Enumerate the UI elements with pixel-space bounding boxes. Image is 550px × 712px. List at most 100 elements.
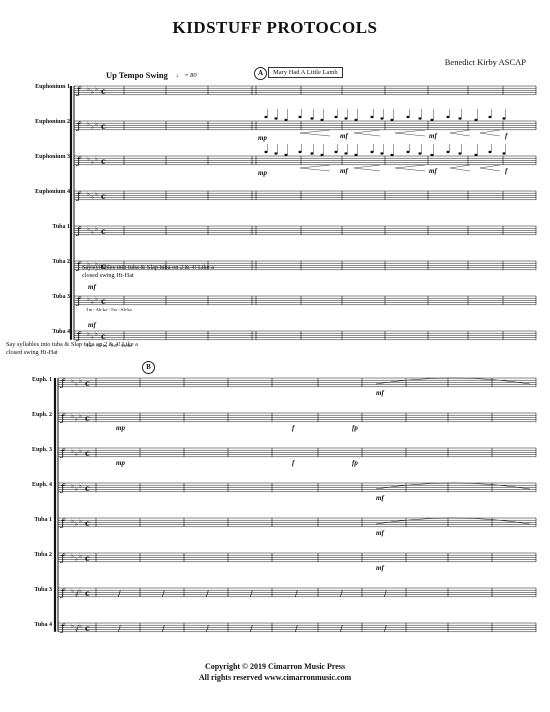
hairpin: [353, 129, 381, 134]
note-head: [284, 118, 288, 122]
flat-icon: ♭: [95, 226, 98, 233]
hairpin: [299, 129, 331, 134]
bass-clef-icon: ƒ: [76, 156, 82, 167]
flat-icon: ♭: [95, 296, 98, 303]
footer-line-2: All rights reserved www.cimarronmusic.co…: [198, 673, 352, 682]
staff-label: Euphonium 3: [35, 154, 70, 160]
note-head: [406, 150, 410, 154]
note-head: [446, 150, 450, 154]
common-time-icon: c: [85, 483, 90, 493]
syllable-lyrics: Tm - Ah-ka - Tm - Ah-ka: [86, 343, 132, 348]
note-head: [380, 117, 384, 120]
hairpin: [353, 167, 381, 172]
staff-label: Euphonium 2: [35, 119, 70, 125]
common-time-icon: c: [101, 226, 106, 236]
metronome-mark: ♩ = 80: [176, 72, 197, 79]
performance-instruction: Say syllables into tuba & Slap tuba on 2…: [6, 341, 138, 356]
note-head: [344, 117, 348, 120]
flat-icon: ♭: [79, 518, 82, 525]
rehearsal-mark-b: B: [142, 361, 155, 374]
note-head: [418, 117, 422, 120]
common-time-icon: c: [101, 296, 106, 306]
note-head: [474, 153, 478, 157]
note-head: [320, 118, 324, 122]
flat-icon: ♭: [71, 588, 74, 595]
note-head: [390, 153, 394, 157]
hairpin: [479, 167, 501, 172]
note-head: [334, 150, 338, 154]
flat-icon: ♭: [71, 518, 74, 525]
dynamic-marking: f: [292, 424, 295, 432]
hairpin: [299, 164, 331, 169]
note-head: [430, 153, 434, 157]
bass-clef-icon: ƒ: [60, 588, 66, 599]
common-time-icon: c: [101, 191, 106, 201]
dynamic-marking: mf: [88, 321, 96, 329]
footer-line-1: Copyright © 2019 Cimarron Music Press: [204, 662, 346, 671]
flat-icon: ♭: [71, 553, 74, 560]
note-head: [502, 152, 506, 155]
score-title: KIDSTUFF PROTOCOLS: [172, 18, 378, 37]
slur: [375, 377, 531, 385]
staff-label: Tuba 3: [34, 587, 52, 593]
flat-icon: ♭: [75, 451, 78, 458]
dynamic-marking: mf: [376, 564, 384, 572]
note-head: [310, 117, 314, 120]
note-head: [310, 152, 314, 155]
note-head: [488, 115, 492, 119]
flat-icon: ♭: [75, 591, 78, 598]
flat-icon: ♭: [75, 416, 78, 423]
dynamic-marking: mf: [429, 132, 437, 140]
dynamic-marking: mf: [376, 389, 384, 397]
bass-clef-icon: ƒ: [60, 413, 66, 424]
note-head: [380, 152, 384, 155]
flat-icon: ♭: [91, 159, 94, 166]
flat-icon: ♭: [75, 556, 78, 563]
dynamic-marking: mp: [116, 424, 125, 432]
note-head: [502, 117, 506, 120]
hairpin: [449, 132, 471, 137]
bass-clef-icon: ƒ: [60, 623, 66, 634]
dynamic-marking: mf: [376, 529, 384, 537]
slur: [375, 482, 531, 490]
repeat-slash-icon: ∕: [162, 589, 165, 598]
copyright-footer: Copyright © 2019 Cimarron Music Press Al…: [0, 661, 550, 683]
hairpin: [353, 164, 381, 169]
common-time-icon: c: [85, 623, 90, 633]
flat-icon: ♭: [91, 194, 94, 201]
flat-icon: ♭: [95, 331, 98, 338]
flat-icon: ♭: [71, 448, 74, 455]
hairpin: [479, 132, 501, 137]
staff-label: Euph. 4: [31, 482, 52, 488]
staff-label: Tuba 3: [52, 294, 70, 300]
note-head: [458, 152, 462, 155]
rehearsal-a-caption: Mary Had A Little Lamb: [268, 67, 343, 78]
flat-icon: ♭: [71, 378, 74, 385]
flat-icon: ♭: [75, 486, 78, 493]
note-head: [274, 152, 278, 155]
common-time-icon: c: [101, 261, 106, 271]
repeat-slash-icon: ∕: [384, 624, 387, 633]
note-head: [430, 118, 434, 122]
repeat-slash-icon: ∕: [340, 624, 343, 633]
flat-icon: ♭: [79, 623, 82, 630]
repeat-slash-icon: ∕: [384, 589, 387, 598]
repeat-slash-icon: ∕: [118, 589, 121, 598]
note-head: [298, 115, 302, 119]
repeat-slash-icon: ∕: [118, 624, 121, 633]
note-head: [390, 118, 394, 122]
flat-icon: ♭: [79, 448, 82, 455]
hairpin: [449, 129, 471, 134]
staff-label: Euph. 1: [31, 377, 52, 383]
bass-clef-icon: ƒ: [60, 518, 66, 529]
hairpin: [299, 132, 331, 137]
bass-clef-icon: ƒ: [76, 191, 82, 202]
dynamic-marking: f: [505, 167, 508, 175]
repeat-slash-icon: ∕: [76, 624, 79, 633]
dynamic-marking: mp: [258, 169, 267, 177]
flat-icon: ♭: [95, 86, 98, 93]
dynamic-marking: fp: [352, 424, 358, 432]
dynamic-marking: f: [292, 459, 295, 467]
flat-icon: ♭: [79, 553, 82, 560]
